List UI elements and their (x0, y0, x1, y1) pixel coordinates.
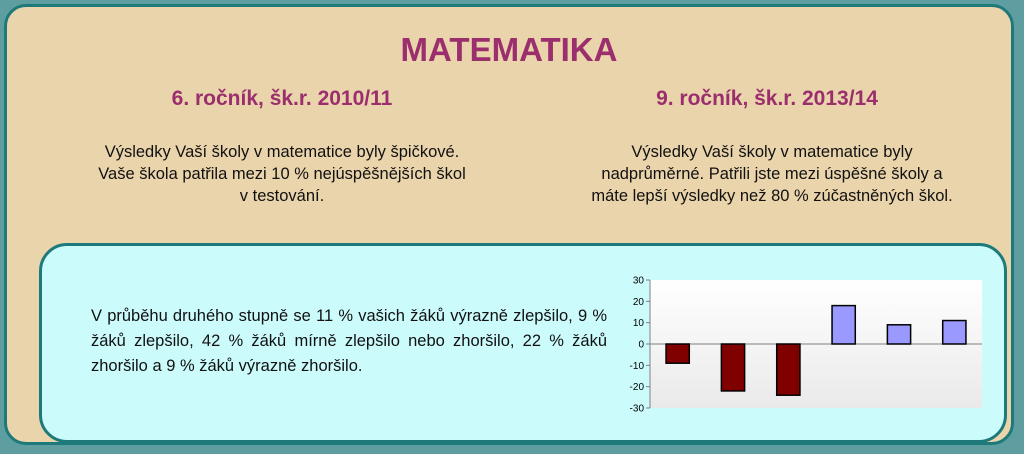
y-tick-label: 30 (633, 276, 645, 287)
bar-6 (941, 319, 967, 345)
y-tick-label: 20 (633, 297, 645, 308)
bar-4 (831, 304, 857, 345)
left-heading: 6. ročník, šk.r. 2010/11 (171, 87, 393, 110)
bar-3 (775, 343, 801, 396)
bar-2 (720, 343, 746, 392)
right-line-2: nadprůměrné. Patřili jste mezi úspěšné š… (601, 165, 943, 183)
left-line-1: Výsledky Vaší školy v matematice byly šp… (104, 143, 460, 161)
y-tick-label: 10 (633, 318, 645, 329)
progress-chart: 30 20 10 0 -10 -20 -30 (630, 276, 982, 415)
left-line-3: v testování. (239, 187, 325, 205)
left-line-2: Vaše škola patřila mezi 10 % nejúspěšněj… (98, 165, 466, 183)
bar-1 (665, 343, 691, 364)
y-tick-label: -20 (630, 382, 645, 393)
y-tick-label: -10 (630, 361, 645, 372)
page-title: MATEMATIKA (400, 31, 618, 68)
progress-box: V průběhu druhého stupně se 11 % vašich … (39, 243, 1007, 443)
right-heading: 9. ročník, šk.r. 2013/14 (656, 87, 878, 110)
right-line-1: Výsledky Vaší školy v matematice byly (631, 143, 913, 161)
bar-5 (886, 324, 912, 345)
y-tick-label: -30 (630, 404, 645, 415)
right-description: Výsledky Vaší školy v matematice byly na… (537, 141, 1007, 207)
progress-text: V průběhu druhého stupně se 11 % vašich … (91, 307, 607, 375)
main-panel: MATEMATIKA 6. ročník, šk.r. 2010/11 9. r… (4, 4, 1014, 445)
right-line-3: máte lepší výsledky než 80 % zúčastněnýc… (591, 187, 953, 205)
y-tick-label: 0 (638, 340, 644, 351)
left-description: Výsledky Vaší školy v matematice byly šp… (47, 141, 517, 207)
